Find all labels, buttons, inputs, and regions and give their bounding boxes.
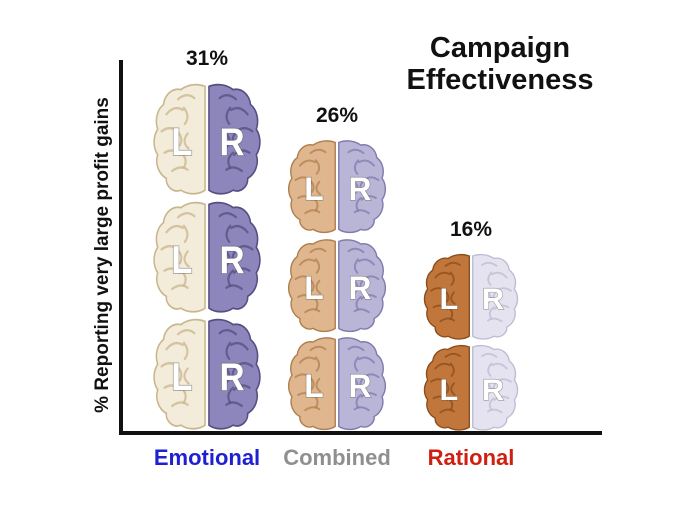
hemisphere-letter-left: L (304, 368, 323, 404)
hemisphere-letter-right: R (482, 283, 504, 316)
category-label-rational: Rational (427, 445, 515, 470)
brain-right-hemisphere (208, 319, 261, 430)
hemisphere-letter-right: R (220, 120, 245, 163)
brain-left-hemisphere (153, 201, 206, 313)
brain-right-hemisphere (338, 238, 387, 332)
brain-left-hemisphere (153, 319, 206, 430)
chart-title-line1: Campaign (429, 32, 571, 64)
value-label-rational: 16% (449, 218, 493, 241)
hemisphere-letter-right: R (482, 374, 504, 407)
brain-right-hemisphere (472, 253, 519, 340)
chart-title-line2: Effectiveness (406, 64, 594, 97)
brain-right-hemisphere (338, 337, 387, 431)
brain-left-hemisphere (287, 238, 336, 332)
chart-title: Campaign Effectiveness (375, 32, 625, 97)
brain-left-hemisphere (153, 83, 206, 195)
y-axis-label: % Reporting very large profit gains (92, 97, 113, 413)
hemisphere-letter-right: R (220, 356, 245, 399)
brain-right-hemisphere (208, 83, 261, 195)
hemisphere-letter-left: L (171, 238, 192, 281)
hemisphere-letter-left: L (304, 269, 323, 305)
hemisphere-letter-right: R (220, 238, 245, 281)
brain-left-hemisphere (423, 253, 470, 340)
hemisphere-letter-right: R (348, 368, 371, 404)
x-axis-line (119, 431, 602, 435)
hemisphere-letter-left: L (304, 171, 323, 207)
hemisphere-letter-left: L (440, 283, 459, 316)
brain-left-hemisphere (423, 344, 470, 431)
brain-left-hemisphere (287, 337, 336, 431)
hemisphere-letter-left: L (171, 356, 192, 399)
hemisphere-letter-left: L (440, 374, 459, 407)
hemisphere-letter-left: L (171, 120, 192, 163)
category-label-combined: Combined (283, 445, 391, 470)
brain-left-hemisphere (287, 140, 336, 234)
hemisphere-letter-right: R (348, 171, 371, 207)
brain-right-hemisphere (472, 344, 519, 431)
value-label-emotional: 31% (185, 47, 229, 70)
brain-right-hemisphere (208, 201, 261, 313)
value-label-combined: 26% (315, 104, 359, 127)
hemisphere-letter-right: R (348, 269, 371, 305)
y-axis-line (119, 60, 123, 435)
category-label-emotional: Emotional (153, 445, 261, 470)
brain-right-hemisphere (338, 140, 387, 234)
